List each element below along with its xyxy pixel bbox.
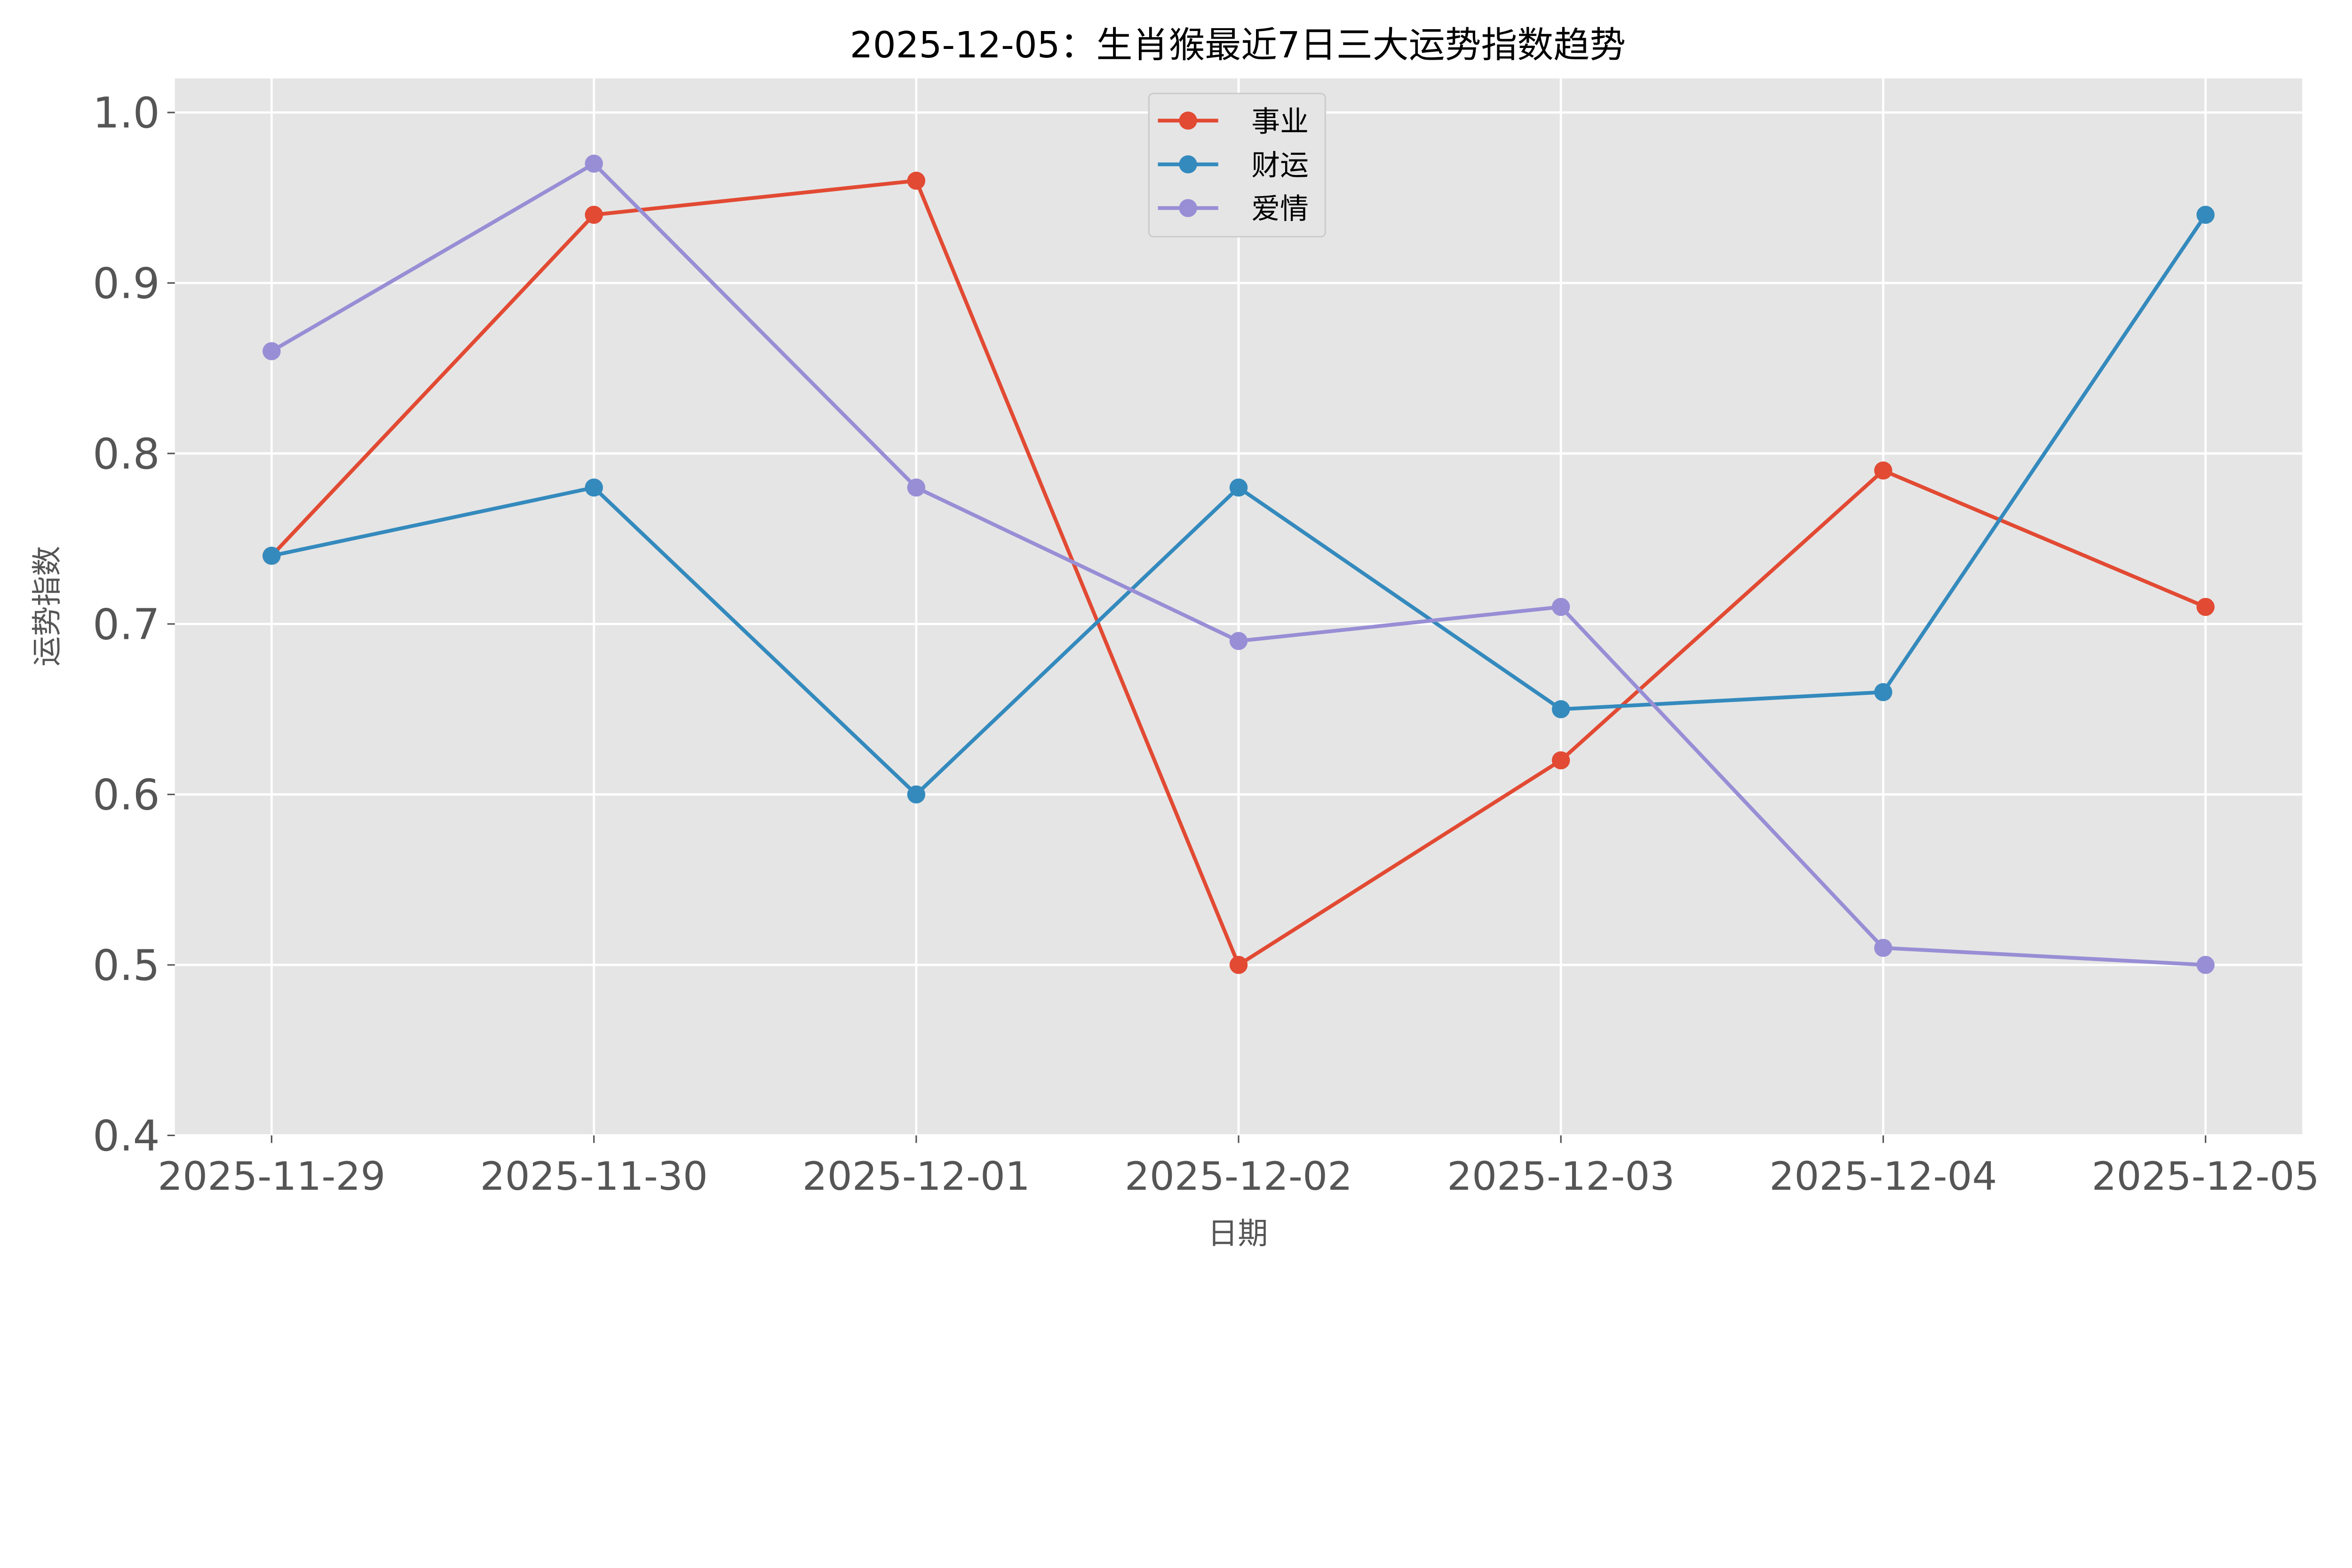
chart-title: 2025-12-05：生肖猴最近7日三大运势指数趋势 [850,24,1626,66]
legend-label: 爱情 [1251,192,1309,226]
data-point [585,154,603,173]
x-tick-label: 2025-11-30 [480,1154,707,1199]
legend-marker [1179,155,1197,174]
x-tick-label: 2025-12-03 [1447,1154,1675,1199]
x-tick-label: 2025-12-04 [1769,1154,1997,1199]
data-point [585,206,603,224]
data-point [2196,955,2215,974]
data-point [1551,751,1570,770]
legend-label: 事业 [1251,105,1309,138]
data-point [2196,206,2215,224]
y-tick-label: 0.7 [93,600,160,649]
x-tick-label: 2025-12-05 [2092,1154,2320,1199]
x-tick-label: 2025-12-02 [1125,1154,1352,1199]
y-tick-label: 0.4 [93,1112,160,1161]
x-tick-label: 2025-12-01 [803,1154,1030,1199]
data-point [262,342,281,360]
line-chart: 0.4 0.5 0.6 0.7 0.8 0.9 1.0 2025-11-29 2025-11-3… [30,24,2320,1251]
data-point [907,478,926,497]
data-point [907,785,926,804]
y-tick-label: 0.9 [93,260,160,309]
x-tick-label: 2025-11-29 [158,1154,385,1199]
series-财运 [262,206,2215,804]
x-axis-label: 日期 [1208,1217,1268,1251]
data-point [1551,700,1570,718]
y-tick-label: 0.8 [93,430,160,479]
legend-label: 财运 [1251,149,1309,182]
data-point [1551,597,1570,616]
series-lines [262,154,2215,974]
y-tick-label: 0.5 [93,941,160,990]
y-axis-label: 运势指数 [30,546,65,666]
data-point [907,171,926,190]
data-point [1229,632,1248,650]
y-tick-label: 1.0 [93,89,160,138]
data-point [1229,955,1248,974]
data-point [1874,461,1892,480]
data-point [1229,478,1248,497]
data-point [262,547,281,565]
ticks: 0.4 0.5 0.6 0.7 0.8 0.9 1.0 2025-11-29 2025-11-3… [93,89,2320,1199]
legend-marker [1179,199,1197,217]
series-爱情 [262,154,2215,974]
y-tick-label: 0.6 [93,771,160,820]
data-point [1874,939,1892,957]
data-point [1874,683,1892,701]
legend-marker [1179,111,1197,130]
data-point [585,478,603,497]
data-point [2196,597,2215,616]
